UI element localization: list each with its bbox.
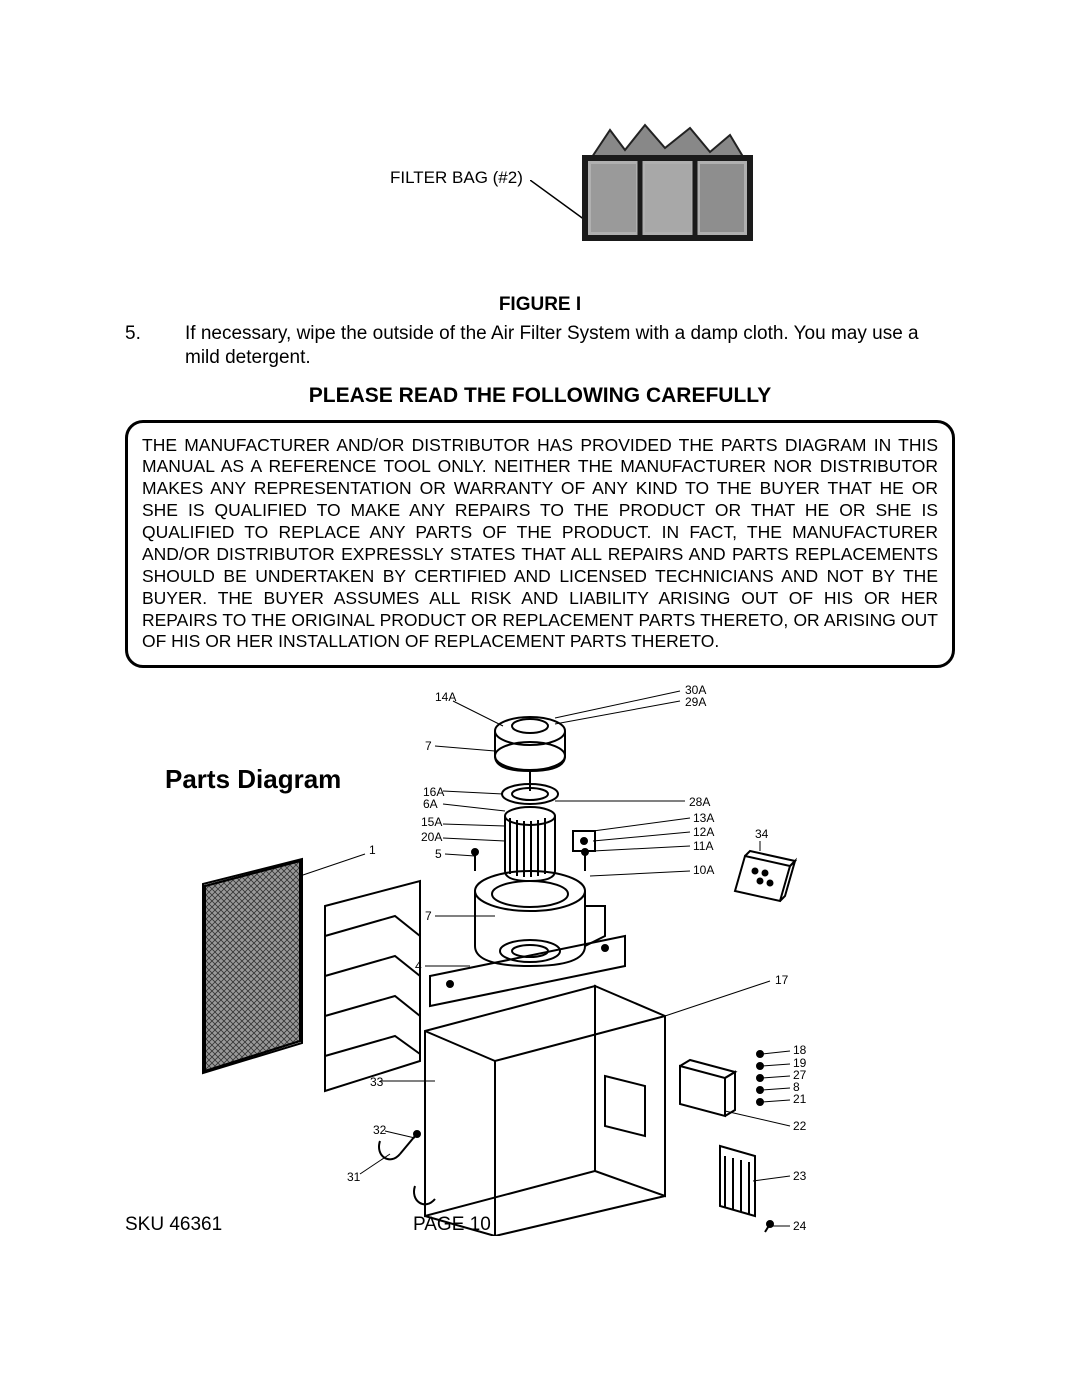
- svg-text:31: 31: [347, 1170, 361, 1184]
- svg-text:33: 33: [370, 1075, 384, 1089]
- svg-text:13A: 13A: [693, 811, 714, 825]
- page-footer: SKU 46361 PAGE 10: [125, 1214, 955, 1236]
- svg-text:12A: 12A: [693, 825, 714, 839]
- exploded-view-svg: 30A 29A 14A 7 16A 6A 28A 15A 13A 20A 12A…: [125, 676, 955, 1236]
- svg-text:7: 7: [425, 739, 432, 753]
- svg-text:18: 18: [793, 1043, 807, 1057]
- svg-text:14A: 14A: [435, 690, 456, 704]
- step-text: If necessary, wipe the outside of the Ai…: [185, 322, 955, 370]
- svg-text:21: 21: [793, 1092, 807, 1106]
- svg-text:17: 17: [775, 973, 789, 987]
- filter-bag-label: FILTER BAG (#2): [390, 168, 523, 188]
- svg-text:4: 4: [415, 959, 422, 973]
- figure-i: FILTER BAG (#2): [125, 120, 955, 290]
- footer-sku: SKU 46361: [125, 1214, 405, 1236]
- footer-page-number: PAGE 10: [405, 1214, 955, 1236]
- svg-text:29A: 29A: [685, 695, 706, 709]
- svg-text:6A: 6A: [423, 797, 438, 811]
- step-number: 5.: [125, 322, 157, 370]
- svg-text:34: 34: [755, 827, 769, 841]
- filter-bag-illustration: [570, 120, 770, 260]
- parts-diagram: Parts Diagram: [125, 676, 955, 1236]
- svg-text:22: 22: [793, 1119, 807, 1133]
- svg-text:23: 23: [793, 1169, 807, 1183]
- disclaimer-box: THE MANUFACTURER AND/OR DISTRIBUTOR HAS …: [125, 420, 955, 669]
- svg-text:20A: 20A: [421, 830, 442, 844]
- svg-text:10A: 10A: [693, 863, 714, 877]
- svg-text:11A: 11A: [693, 839, 713, 853]
- svg-text:15A: 15A: [421, 815, 442, 829]
- figure-caption: FIGURE I: [125, 294, 955, 316]
- warning-heading: PLEASE READ THE FOLLOWING CAREFULLY: [125, 384, 955, 408]
- svg-text:1: 1: [369, 843, 376, 857]
- svg-text:32: 32: [373, 1123, 387, 1137]
- svg-text:5: 5: [435, 847, 442, 861]
- svg-text:7: 7: [425, 909, 432, 923]
- instruction-step: 5. If necessary, wipe the outside of the…: [125, 322, 955, 370]
- svg-text:28A: 28A: [689, 795, 710, 809]
